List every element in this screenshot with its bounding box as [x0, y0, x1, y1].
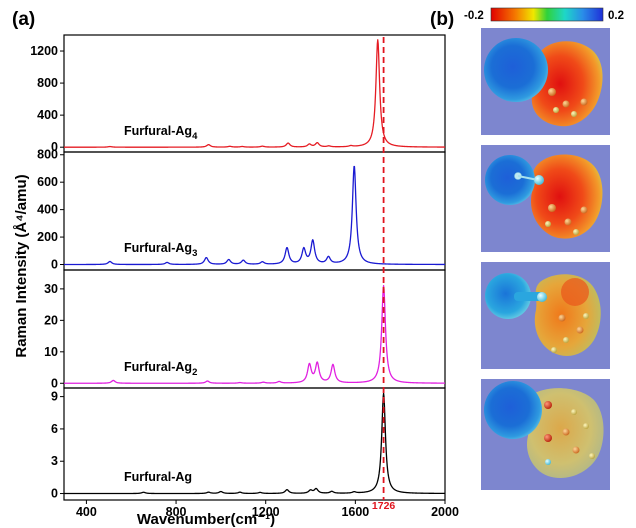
esp-map-ag1: [481, 379, 610, 490]
y-tick-label: 0: [51, 258, 58, 272]
y-tick-label: 800: [37, 148, 58, 162]
y-tick-label: 600: [37, 175, 58, 189]
x-tick-label: 2000: [431, 505, 459, 519]
panel-frame: [63, 387, 446, 501]
x-tick-label: 1200: [252, 505, 280, 519]
colorbar-gradient: [490, 7, 604, 22]
y-tick-label: 1200: [30, 44, 58, 58]
esp-map-ag2: [481, 262, 610, 369]
y-tick-label: 3: [51, 454, 58, 468]
colorbar: -0.2 0.2: [464, 7, 624, 22]
y-tick-label: 0: [51, 487, 58, 501]
spectrum-line-furfural-ag4: [63, 39, 446, 148]
spectrum-line-furfural-ag: [63, 392, 446, 495]
y-tick-label: 800: [37, 76, 58, 90]
raman-spectra-chart: 04008001200Furfural-Ag40200400600800Furf…: [30, 34, 459, 519]
esp-map-ag3: [481, 145, 610, 252]
panel-frame: [63, 151, 446, 271]
y-tick-label: 0: [51, 140, 58, 154]
panel-frame: [63, 269, 446, 389]
y-tick-label: 10: [44, 345, 58, 359]
reference-line-label: 1726: [372, 500, 396, 512]
series-label: Furfural-Ag2: [124, 360, 197, 378]
panel-frame: [63, 34, 446, 153]
panel-a-label: (a): [12, 9, 35, 30]
y-tick-label: 6: [51, 422, 58, 436]
y-tick-label: 20: [44, 313, 58, 327]
x-tick-label: 1600: [341, 505, 369, 519]
x-tick-label: 400: [76, 505, 97, 519]
colorbar-max-label: 0.2: [608, 10, 624, 22]
esp-map-ag4: [481, 28, 610, 135]
y-tick-label: 30: [44, 282, 58, 296]
spectrum-line-furfural-ag3: [63, 165, 446, 266]
y-tick-label: 400: [37, 108, 58, 122]
y-tick-label: 200: [37, 230, 58, 244]
y-tick-label: 9: [51, 390, 58, 404]
y-tick-label: 0: [51, 376, 58, 390]
spectrum-line-furfural-ag2: [63, 285, 446, 384]
y-axis-title: Raman Intensity (Å⁴/amu): [13, 174, 30, 357]
series-label: Furfural-Ag4: [124, 124, 198, 142]
colorbar-min-label: -0.2: [464, 10, 484, 22]
y-tick-label: 400: [37, 203, 58, 217]
x-tick-label: 800: [166, 505, 187, 519]
series-label: Furfural-Ag3: [124, 241, 197, 259]
x-axis-title: Wavenumber(cm⁻¹): [137, 511, 275, 528]
panel-b-label: (b): [430, 9, 454, 30]
series-label: Furfural-Ag: [124, 470, 192, 484]
